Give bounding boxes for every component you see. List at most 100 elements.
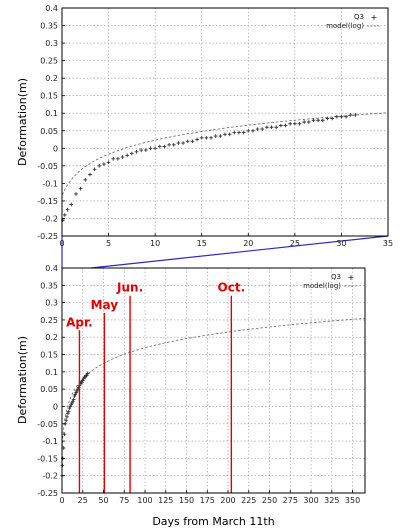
data-point — [144, 148, 148, 152]
y-tick-label: -0.25 — [37, 489, 58, 498]
x-tick-label: 275 — [283, 496, 298, 505]
data-point — [241, 130, 246, 135]
data-point — [88, 172, 92, 177]
y-tick-label: 0.35 — [40, 281, 58, 290]
bottom-x-ticks: 0 25 50 75 100 125 150 175 200 225 250 275 300 325 350 — [59, 490, 360, 505]
data-point — [181, 141, 185, 145]
data-point — [62, 213, 67, 217]
x-tick-label: 350 — [345, 496, 360, 505]
y-tick-label: 0.1 — [45, 109, 58, 118]
month-marker-label: Apr. — [66, 315, 93, 329]
y-tick-label: 0.3 — [45, 39, 58, 48]
data-point — [134, 150, 139, 154]
y-tick-label: 0.2 — [45, 74, 58, 83]
x-tick-label: 35 — [383, 239, 393, 248]
top-x-ticks: 0 5 10 15 20 25 30 35 — [59, 233, 393, 248]
x-tick-label: 150 — [179, 496, 194, 505]
zoom-connector — [61, 235, 389, 269]
top-points — [61, 113, 358, 223]
data-point — [130, 151, 134, 156]
x-tick-label: 20 — [243, 239, 253, 248]
data-point — [111, 157, 116, 161]
y-tick-label: 0.1 — [45, 368, 58, 377]
data-point — [120, 155, 125, 159]
bottom-x-axis-label: Days from March 11th — [152, 515, 274, 528]
data-point — [209, 135, 213, 140]
data-point — [65, 207, 70, 212]
x-tick-label: 25 — [290, 239, 300, 248]
data-point — [283, 123, 288, 128]
data-point — [116, 157, 120, 161]
y-tick-label: 0.15 — [40, 351, 58, 360]
y-tick-label: 0.4 — [45, 264, 58, 273]
y-tick-label: 0.4 — [45, 4, 58, 13]
data-point — [311, 118, 316, 123]
data-point — [218, 134, 223, 138]
x-tick-label: 30 — [336, 239, 346, 248]
top-legend-q3-label: Q3 — [354, 13, 364, 21]
y-tick-label: -0.2 — [42, 214, 58, 223]
data-point — [321, 118, 325, 123]
data-point — [92, 167, 97, 172]
data-point — [330, 116, 334, 121]
data-point — [190, 139, 195, 144]
top-legend: Q3 + model(log) — [326, 13, 381, 30]
data-point — [339, 114, 344, 119]
y-tick-label: -0.15 — [37, 197, 58, 206]
data-point — [246, 128, 251, 133]
x-tick-label: 100 — [137, 496, 152, 505]
y-tick-label: 0.3 — [45, 299, 58, 308]
bottom-legend: Q3 + model(log) — [303, 273, 358, 290]
top-model-curve — [61, 112, 389, 195]
data-point — [251, 128, 255, 133]
data-point — [204, 135, 209, 140]
bottom-legend-q3-marker: + — [348, 273, 355, 282]
x-tick-label: 250 — [262, 496, 277, 505]
data-point — [139, 148, 143, 152]
data-point — [237, 130, 241, 135]
data-point — [171, 143, 176, 147]
data-point — [199, 135, 204, 140]
data-point — [274, 125, 279, 130]
x-tick-label: 225 — [241, 496, 256, 505]
data-point — [62, 432, 67, 436]
bottom-legend-q3-label: Q3 — [331, 273, 341, 281]
data-point — [344, 114, 348, 119]
y-tick-label: -0.1 — [42, 437, 58, 446]
y-tick-label: 0 — [53, 144, 58, 153]
bottom-model-curve — [61, 317, 366, 453]
zoom-connector-right — [90, 235, 389, 269]
data-point — [71, 397, 76, 402]
bottom-month-annotations: Apr. May Jun. Oct. — [66, 281, 245, 493]
month-marker-label: Oct. — [218, 281, 246, 295]
data-point — [85, 371, 90, 376]
data-point — [348, 113, 353, 117]
y-tick-label: -0.15 — [37, 454, 58, 463]
chart-top: 0 5 10 15 20 25 30 35 -0.25-0.2-0.15-0.1-0.0500… — [16, 4, 393, 248]
bottom-y-axis-label: Deformation(m) — [16, 336, 29, 424]
x-tick-label: 125 — [158, 496, 173, 505]
model-line — [61, 317, 366, 453]
top-plot-frame — [61, 7, 389, 237]
x-tick-label: 25 — [78, 496, 88, 505]
data-point — [195, 137, 199, 142]
data-point — [302, 120, 306, 124]
data-point — [316, 118, 320, 123]
data-point — [106, 160, 111, 165]
data-point — [66, 409, 71, 414]
data-point — [167, 143, 171, 147]
x-tick-label: 325 — [324, 496, 339, 505]
data-point — [255, 127, 260, 131]
y-tick-label: 0 — [53, 402, 58, 411]
top-legend-q3-marker: + — [371, 13, 378, 22]
x-tick-label: 10 — [150, 239, 160, 248]
data-point — [293, 121, 297, 126]
x-tick-label: 15 — [197, 239, 207, 248]
x-tick-label: 200 — [220, 496, 235, 505]
data-point — [83, 178, 88, 182]
data-point — [97, 164, 102, 168]
data-point — [279, 123, 283, 128]
y-tick-label: 0.05 — [40, 385, 58, 394]
y-tick-label: -0.25 — [37, 232, 58, 241]
